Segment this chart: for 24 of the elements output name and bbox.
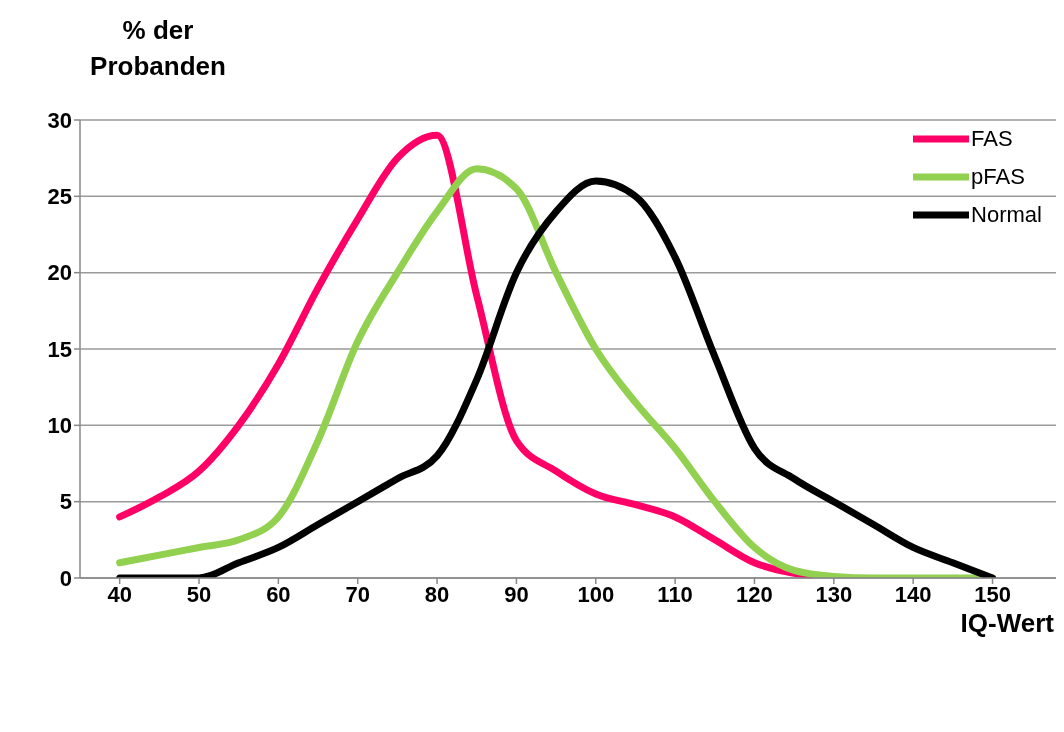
y-tick-label: 15 [47, 336, 72, 362]
x-tick-label: 120 [736, 581, 773, 607]
x-tick-label: 40 [107, 581, 132, 607]
x-tick-label: 80 [424, 581, 450, 607]
x-tick-label: 70 [345, 581, 370, 607]
legend-label: FAS [971, 126, 1013, 152]
y-tick-label: 25 [47, 184, 72, 210]
x-tick-label: 110 [657, 581, 693, 607]
y-axis-title: % der Probanden [89, 14, 227, 83]
x-tick-label: 60 [266, 581, 291, 607]
y-tick-label: 0 [59, 565, 72, 591]
x-axis-title: IQ-Wert [960, 608, 1054, 639]
y-tick-label: 5 [59, 489, 72, 515]
x-tick-label: 50 [186, 581, 212, 607]
x-tick-label: 90 [504, 581, 529, 607]
legend-label: Normal [971, 202, 1042, 228]
x-tick-label: 130 [815, 581, 853, 607]
x-tick-label: 100 [577, 581, 615, 607]
y-tick-label: 30 [47, 107, 72, 133]
x-tick-label: 140 [894, 581, 932, 607]
legend-label: pFAS [971, 164, 1025, 190]
x-tick-label: 150 [974, 581, 1011, 607]
y-tick-label: 20 [47, 260, 72, 286]
y-tick-label: 10 [47, 413, 72, 439]
